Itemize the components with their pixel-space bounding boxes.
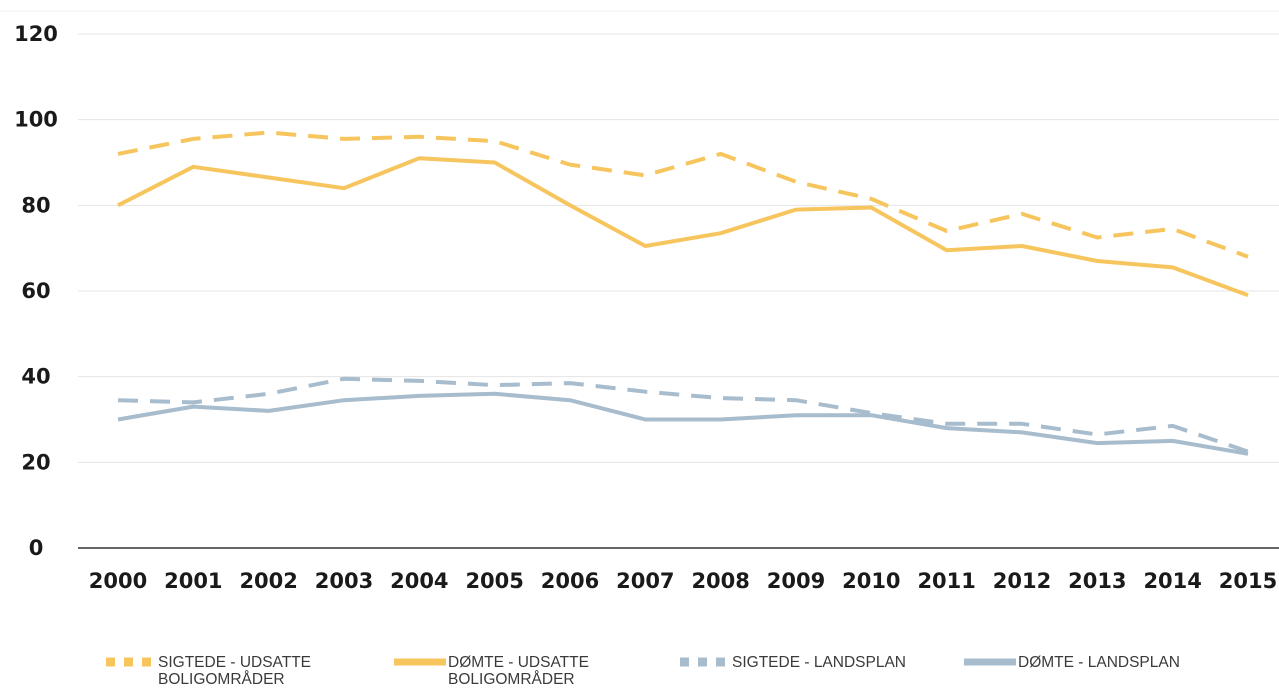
x-tick-label: 2003 [315,569,373,593]
x-tick-label: 2013 [1068,569,1126,593]
x-tick-label: 2011 [917,569,975,593]
series-line-sigtede-landsplan [117,376,1249,454]
y-axis: 0 20 40 60 80 100 120 [14,22,58,560]
x-axis: 2000 2001 2002 2003 2004 2005 2006 2007 2008 2009… [89,569,1277,593]
legend-item-sigtede-udsatte: SIGTEDE - UDSATTE BOLIGOMRÅDER [104,654,368,688]
legend-swatch-solid-blue [964,658,1016,666]
x-tick-label: 2005 [465,569,523,593]
legend-item-domte-landsplan: DØMTE - LANDSPLAN [964,654,1228,671]
line-chart: 0 20 40 60 80 100 120 2000 2001 2002 2003 2004 2005… [0,10,1279,593]
x-tick-label: 2000 [89,569,147,593]
legend-swatch-solid-yellow [394,658,446,666]
gridlines [0,10,1279,549]
legend-label: DØMTE - UDSATTE BOLIGOMRÅDER [448,654,589,688]
legend-label: DØMTE - LANDSPLAN [1018,654,1180,671]
legend-item-sigtede-landsplan: SIGTEDE - LANDSPLAN [678,654,942,671]
y-tick-label: 120 [14,22,58,46]
y-tick-label: 20 [21,450,50,474]
y-tick-label: 40 [21,365,50,389]
series-line-d-mte-udsatte-boligomr-der [117,156,1249,298]
legend-item-domte-udsatte: DØMTE - UDSATTE BOLIGOMRÅDER [394,654,658,688]
series-lines [117,130,1249,456]
y-tick-label: 0 [29,536,44,560]
x-tick-label: 2012 [993,569,1051,593]
y-tick-label: 100 [14,108,58,132]
series-line-sigtede-udsatte-boligomr-der [117,130,1249,259]
x-tick-label: 2008 [691,569,749,593]
legend-swatch-dashed-yellow [106,657,152,667]
x-tick-label: 2006 [541,569,599,593]
series-line-d-mte-landsplan [117,391,1249,456]
x-tick-label: 2004 [390,569,448,593]
x-tick-label: 2014 [1143,569,1201,593]
legend-swatch-dashed-blue [680,657,726,667]
y-tick-label: 60 [21,279,50,303]
legend-label: SIGTEDE - UDSATTE BOLIGOMRÅDER [158,654,312,688]
legend-label: SIGTEDE - LANDSPLAN [732,654,906,671]
x-tick-label: 2002 [239,569,297,593]
legend: SIGTEDE - UDSATTE BOLIGOMRÅDER DØMTE - UD… [0,654,1279,695]
x-tick-label: 2009 [767,569,825,593]
x-tick-label: 2010 [842,569,900,593]
x-tick-label: 2015 [1219,569,1277,593]
x-tick-label: 2007 [616,569,674,593]
y-tick-label: 80 [21,193,50,217]
x-tick-label: 2001 [164,569,222,593]
